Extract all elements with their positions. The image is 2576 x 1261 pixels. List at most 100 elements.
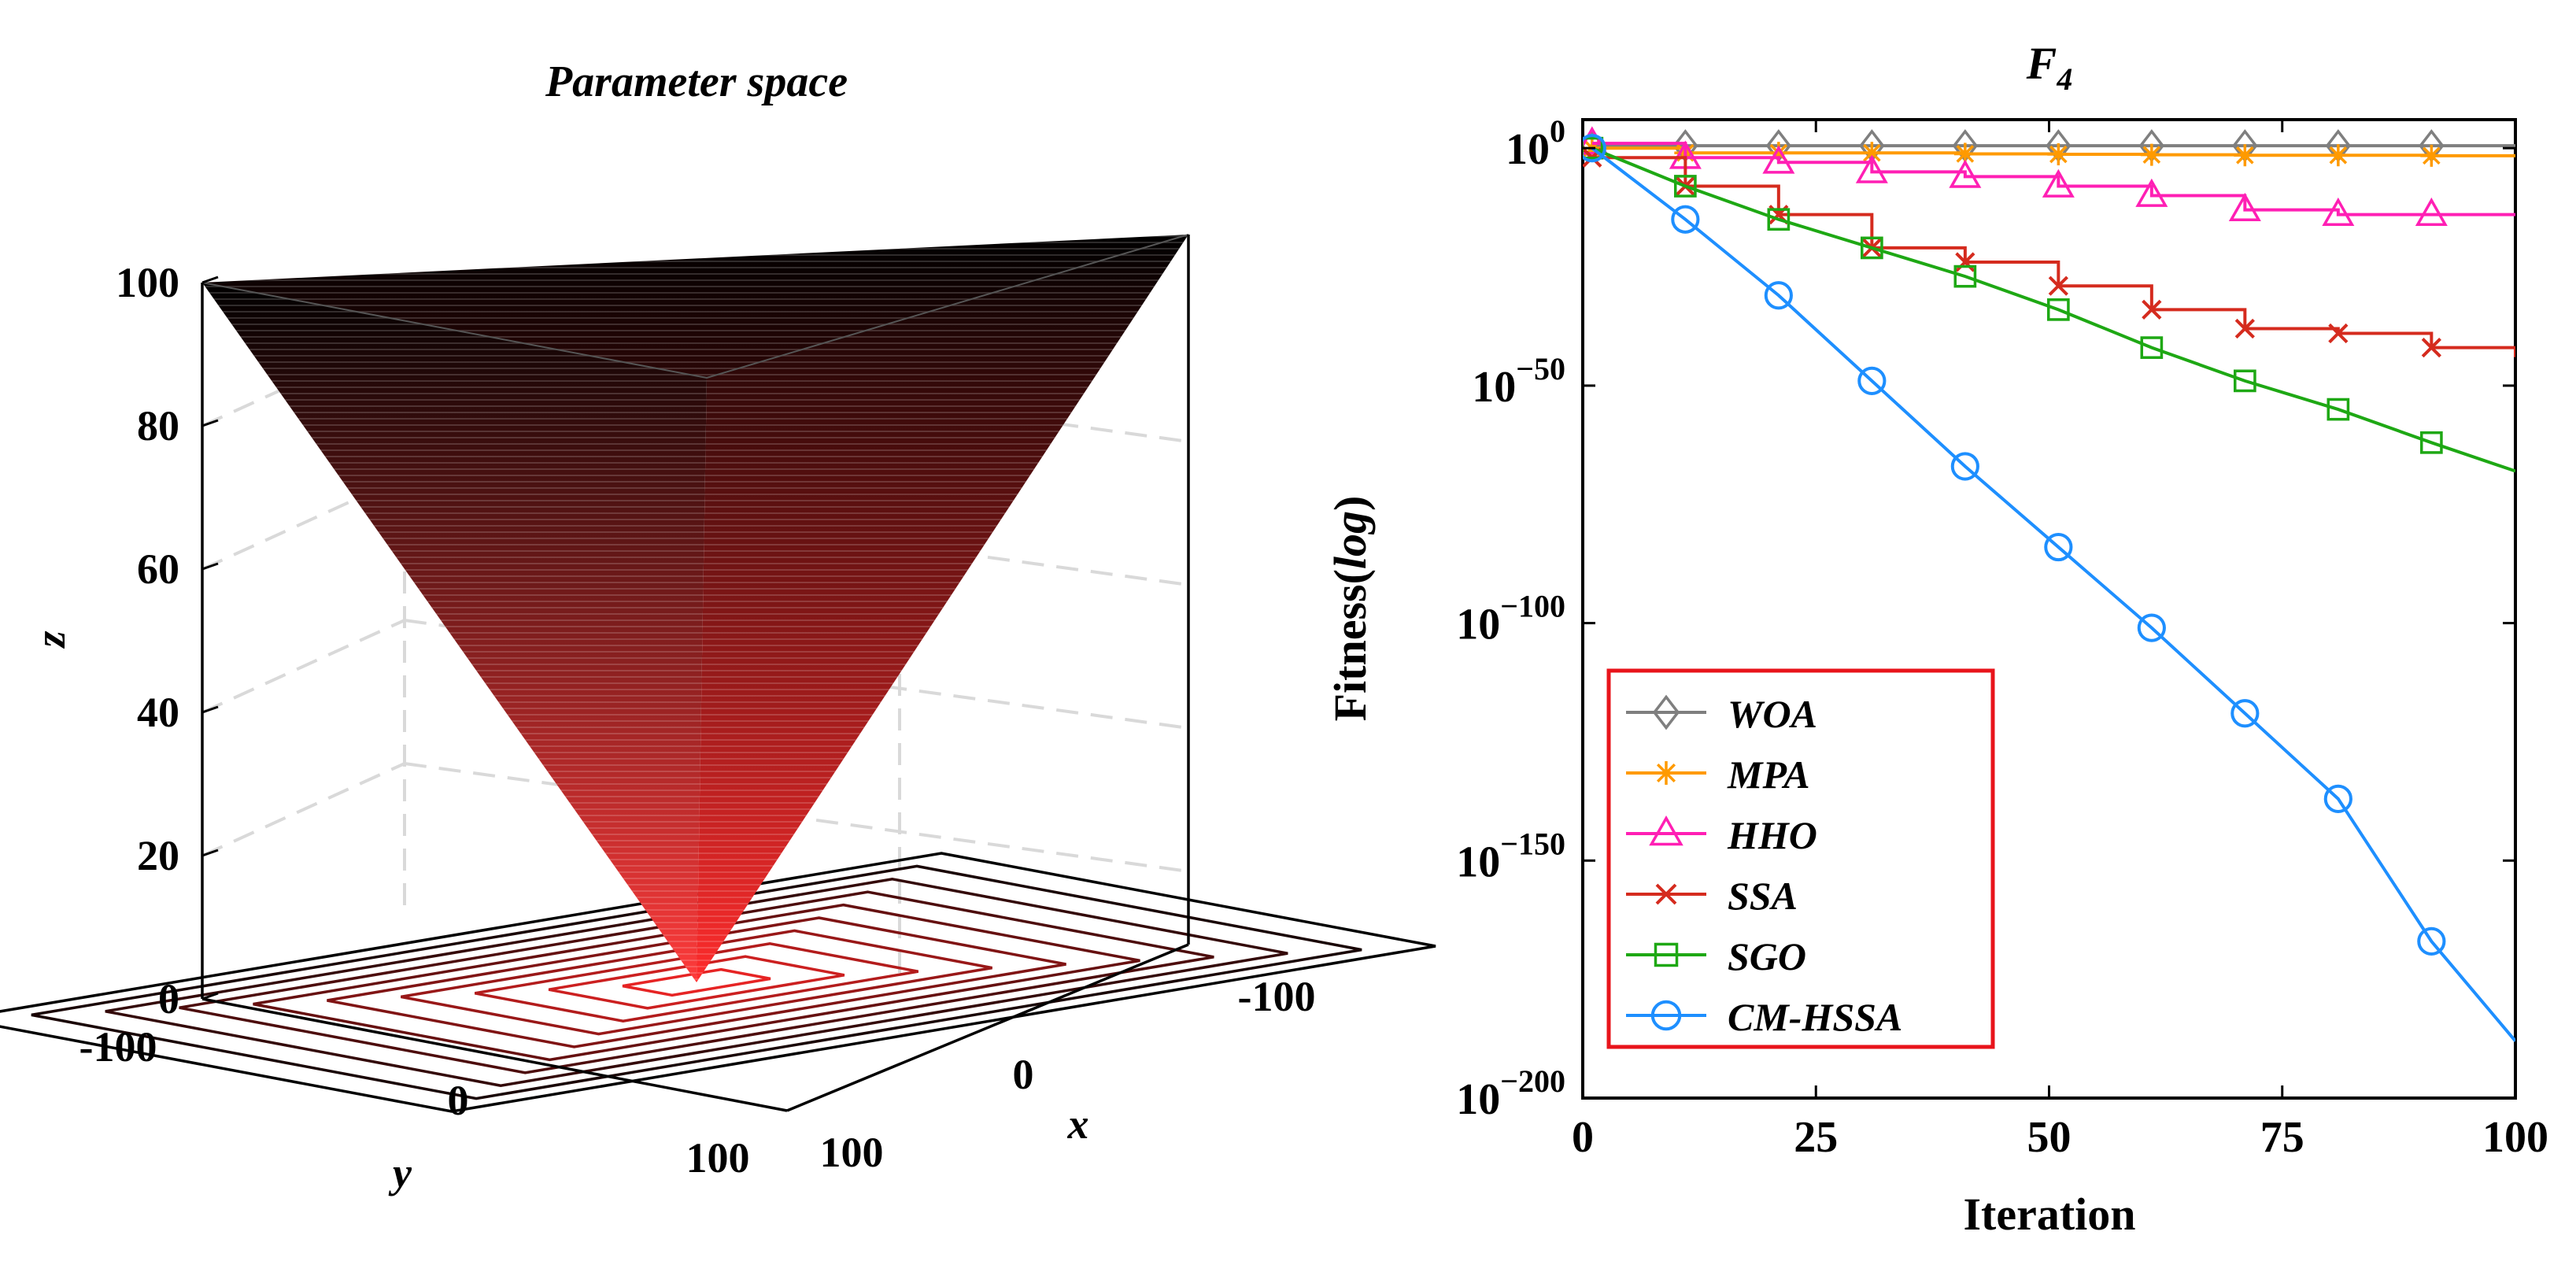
marker-circle xyxy=(1857,366,1887,395)
marker-diamond xyxy=(1652,694,1680,730)
series-ssa xyxy=(1583,147,2515,358)
marker-square xyxy=(1861,236,1883,260)
x-axis-label: x xyxy=(1067,1100,1089,1148)
marker-asterisk xyxy=(2047,143,2070,166)
legend-entry: SSA xyxy=(1626,874,1798,918)
surface-rim xyxy=(201,234,1189,379)
marker-x xyxy=(1655,883,1677,905)
contour-ring xyxy=(31,864,1362,1100)
marker-square xyxy=(2327,398,2350,421)
x-tick-labels: -100 0 100 xyxy=(820,973,1316,1176)
y-tick-label: 10−200 xyxy=(1456,1063,1565,1124)
legend-entry: HHO xyxy=(1626,813,1817,857)
y-axis-title: Fitness(log) xyxy=(1325,496,1376,722)
z-tick-label: 80 xyxy=(137,402,179,449)
marker-circle xyxy=(2230,699,2260,728)
y-axis-title-italic: log xyxy=(1325,511,1376,569)
contour-ring xyxy=(253,903,1140,1062)
marker-triangle xyxy=(2415,197,2448,227)
contour-ring xyxy=(548,955,845,1010)
marker-x xyxy=(2234,318,2255,339)
y-tick-label: 10−50 xyxy=(1472,351,1565,412)
series-cm-hssa xyxy=(1583,134,2515,1042)
marker-asterisk xyxy=(1861,142,1883,165)
plot-area xyxy=(1581,118,2517,1100)
marker-asterisk xyxy=(1654,761,1678,785)
contour-ring xyxy=(474,942,919,1022)
marker-triangle xyxy=(2042,168,2075,198)
z-tick-labels: 0 20 40 60 80 100 xyxy=(116,259,179,1022)
y-tick-label: -100 xyxy=(79,1023,157,1071)
marker-asterisk xyxy=(2234,144,2256,167)
marker-circle xyxy=(2417,926,2446,956)
y-tick-label: 100 xyxy=(686,1134,750,1181)
marker-circle xyxy=(1650,1000,1682,1031)
x-tick-label: 0 xyxy=(1572,1113,1594,1162)
contour-ring xyxy=(105,878,1288,1087)
series-line xyxy=(1591,142,2515,216)
y-axis-title-main: Fitness( xyxy=(1325,569,1376,721)
surface-title: Parameter space xyxy=(545,57,848,106)
series-mpa xyxy=(1583,137,2515,167)
legend-entry: CM-HSSA xyxy=(1626,995,1902,1039)
legend-label: MPA xyxy=(1727,753,1810,797)
legend-items: WOA MPA HHO SSA SGO CM-HSSA xyxy=(1626,692,1902,1039)
marker-x xyxy=(2421,338,2441,358)
axis-layer: 0 25 50 75 100 100 10−50 10−100 10−150 10−200 xyxy=(1456,113,2548,1162)
marker-square xyxy=(1674,175,1697,198)
marker-circle xyxy=(2044,532,2073,562)
marker-circle xyxy=(2137,613,2166,642)
marker-triangle xyxy=(1583,126,1609,155)
contour-ring xyxy=(327,916,1066,1048)
marker-triangle xyxy=(2228,192,2261,221)
marker-square xyxy=(2047,298,2070,321)
chart-title-subscript: 4 xyxy=(2056,61,2072,97)
marker-circle xyxy=(1950,452,1979,481)
contour-ring xyxy=(179,890,1214,1074)
x-tick-label: 100 xyxy=(820,1129,884,1176)
legend: WOA MPA HHO SSA SGO CM-HSSA xyxy=(1606,668,1995,1049)
surface-panel: Parameter space xyxy=(0,57,1436,1196)
y-tick-label: 0 xyxy=(448,1077,469,1124)
series-layer xyxy=(1583,126,2515,1042)
marker-asterisk xyxy=(2140,143,2163,166)
surface-right-face-hatch xyxy=(697,235,1188,982)
z-tick-label: 40 xyxy=(137,689,179,736)
y-tick-label: 10−100 xyxy=(1456,589,1565,649)
marker-asterisk xyxy=(1953,142,1976,165)
marker-circle xyxy=(2323,784,2352,813)
x-axis-title: Iteration xyxy=(1963,1189,2135,1240)
marker-circle xyxy=(1764,281,1793,310)
convergence-panel: F4 0 25 50 75 10010010−5010−10010−15010−200 … xyxy=(1325,38,2548,1240)
series-line xyxy=(1591,146,2515,1042)
marker-asterisk xyxy=(2420,144,2443,167)
surface-box xyxy=(201,235,1190,1112)
legend-label: SGO xyxy=(1728,934,1806,978)
y-tick-label: 100 xyxy=(1506,113,1565,174)
y-axis-label: y xyxy=(388,1149,412,1196)
marker-x xyxy=(2048,275,2068,296)
legend-box xyxy=(1606,668,1995,1049)
series-line xyxy=(1591,146,2515,473)
surface-left-face-hatch xyxy=(202,283,707,982)
marker-square xyxy=(2140,336,2164,359)
marker-circle xyxy=(1671,205,1700,234)
marker-x xyxy=(1955,252,1975,272)
x-tick-label: 100 xyxy=(2482,1113,2548,1162)
marker-triangle xyxy=(1855,154,1888,183)
x-tick-label: 50 xyxy=(2027,1113,2072,1162)
x-tick-label: -100 xyxy=(1238,973,1316,1020)
legend-label: SSA xyxy=(1728,874,1798,918)
y-tick-labels: -100 0 100 xyxy=(79,1023,750,1181)
marker-x xyxy=(2142,299,2162,320)
x-tick-label: 0 xyxy=(1013,1051,1034,1098)
marker-triangle xyxy=(1949,159,1982,188)
marker-square xyxy=(1583,136,1604,160)
legend-entry: MPA xyxy=(1626,753,1810,797)
marker-square xyxy=(1953,264,1977,288)
base-contours xyxy=(0,852,1436,1113)
y-axis-title-close: ) xyxy=(1325,496,1376,511)
marker-circle xyxy=(1583,134,1606,163)
z-tick-label: 0 xyxy=(158,975,179,1022)
series-sgo xyxy=(1583,136,2515,473)
